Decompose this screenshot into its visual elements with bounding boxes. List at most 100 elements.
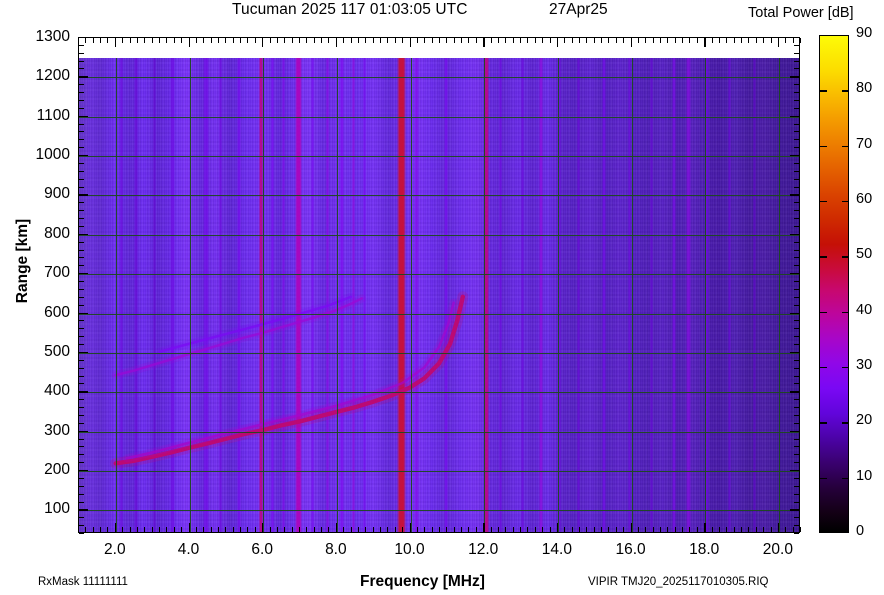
- y-tick-major: [790, 509, 799, 511]
- y-tick-label: 900: [44, 185, 70, 203]
- y-tick-label: 100: [44, 500, 70, 518]
- y-tick-minor: [79, 399, 84, 401]
- y-tick-minor: [79, 296, 84, 298]
- rfi-line: [237, 58, 242, 532]
- ionogram-raster: [79, 58, 799, 532]
- y-tick-major: [790, 273, 799, 275]
- x-tick-minor: [490, 38, 492, 43]
- x-tick-minor: [792, 38, 794, 43]
- x-tick-minor: [284, 38, 286, 43]
- rfi-line: [119, 58, 123, 532]
- rfi-line: [483, 58, 489, 532]
- y-tick-minor: [794, 210, 799, 212]
- x-tick-minor: [439, 38, 440, 43]
- x-tick-minor: [696, 38, 698, 43]
- y-tick-minor: [794, 485, 799, 487]
- y-tick-minor: [79, 68, 84, 70]
- x-tick-minor: [78, 38, 79, 43]
- y-tick-minor: [794, 454, 799, 456]
- ionogram-plot[interactable]: [78, 37, 800, 533]
- y-tick-minor: [794, 517, 799, 519]
- x-tick-minor: [276, 527, 278, 532]
- x-tick-minor: [453, 527, 455, 532]
- y-tick-label: 300: [44, 421, 70, 439]
- x-tick-minor: [652, 38, 654, 43]
- x-tick-minor: [195, 527, 197, 532]
- rfi-line: [281, 58, 285, 532]
- x-tick-minor: [402, 527, 404, 532]
- y-tick-label: 400: [44, 382, 70, 400]
- echo-trace: [125, 301, 455, 460]
- x-tick-minor: [387, 527, 389, 532]
- y-tick-major: [79, 155, 88, 157]
- y-tick-minor: [79, 383, 84, 385]
- colorbar-tick: [820, 145, 827, 147]
- x-tick-minor: [696, 527, 698, 532]
- y-tick-minor: [79, 462, 84, 464]
- x-tick-minor: [380, 527, 382, 532]
- x-tick-minor: [733, 527, 735, 532]
- x-tick-minor: [578, 527, 580, 532]
- x-tick-major: [114, 38, 117, 47]
- colorbar-tick: [842, 145, 849, 147]
- y-tick-minor: [79, 328, 84, 330]
- colorbar-tick: [820, 90, 827, 92]
- rfi-line: [351, 58, 355, 532]
- y-tick-minor: [794, 68, 799, 70]
- y-tick-minor: [794, 383, 799, 385]
- x-tick-minor: [313, 527, 315, 532]
- y-tick-minor: [794, 139, 799, 141]
- gridline-vertical: [336, 58, 338, 532]
- x-tick-minor: [306, 38, 308, 43]
- x-tick-minor: [586, 38, 588, 43]
- y-tick-label: 1200: [35, 67, 70, 85]
- x-tick-minor: [615, 527, 617, 532]
- colorbar[interactable]: [819, 35, 849, 533]
- rfi-line: [671, 58, 676, 532]
- y-tick-minor: [794, 202, 799, 204]
- colorbar-tick-label: 60: [856, 191, 873, 207]
- x-tick-minor: [107, 38, 109, 43]
- x-tick-minor: [306, 527, 308, 532]
- y-tick-minor: [794, 147, 799, 149]
- y-tick-minor: [79, 60, 84, 62]
- y-tick-minor: [794, 533, 799, 534]
- x-tick-minor: [726, 38, 728, 43]
- y-tick-minor: [794, 288, 799, 290]
- x-tick-minor: [711, 38, 713, 43]
- gridline-horizontal: [79, 313, 799, 315]
- x-tick-minor: [667, 38, 669, 43]
- y-tick-minor: [79, 454, 84, 456]
- y-tick-minor: [794, 501, 799, 503]
- x-tick-minor: [770, 38, 772, 43]
- x-tick-minor: [785, 527, 787, 532]
- x-tick-minor: [372, 38, 374, 43]
- echo-traces-layer: [110, 291, 469, 469]
- x-tick-minor: [689, 527, 691, 532]
- x-tick-minor: [718, 527, 720, 532]
- x-tick-minor: [136, 527, 138, 532]
- x-tick-minor: [299, 527, 301, 532]
- x-tick-minor: [291, 38, 293, 43]
- rfi-line: [753, 58, 757, 532]
- gridline-vertical: [484, 58, 486, 532]
- x-tick-minor: [542, 38, 544, 43]
- x-tick-minor: [203, 38, 205, 43]
- x-tick-label: 20.0: [762, 541, 793, 558]
- gridline-vertical: [410, 58, 412, 532]
- y-tick-major: [79, 351, 88, 354]
- y-tick-major: [790, 76, 799, 78]
- x-tick-minor: [542, 527, 544, 532]
- x-tick-minor: [173, 38, 175, 43]
- y-tick-minor: [794, 123, 799, 125]
- x-tick-minor: [763, 38, 765, 43]
- x-tick-minor: [431, 38, 433, 43]
- y-tick-major: [790, 233, 799, 236]
- x-tick-minor: [232, 527, 234, 532]
- y-tick-minor: [794, 257, 799, 259]
- x-tick-minor: [748, 38, 750, 43]
- y-tick-minor: [794, 249, 799, 251]
- colorbar-tick: [820, 477, 827, 479]
- x-tick-minor: [564, 38, 566, 43]
- x-tick-minor: [144, 38, 146, 43]
